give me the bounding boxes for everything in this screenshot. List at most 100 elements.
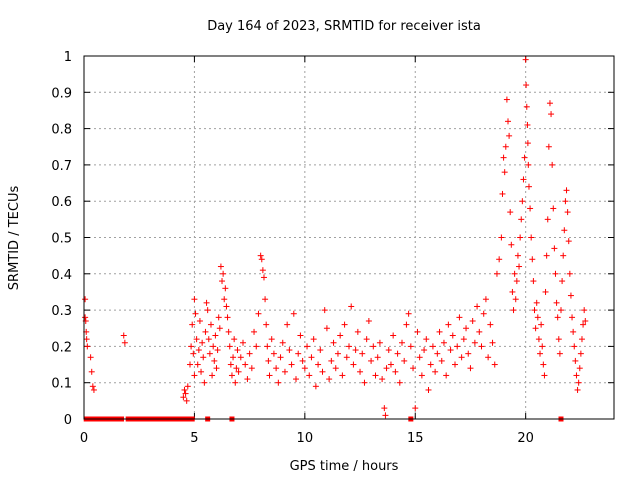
data-point	[180, 394, 187, 401]
data-point	[194, 361, 201, 368]
data-point	[379, 376, 386, 383]
x-tick-label: 15	[407, 431, 424, 446]
data-point	[359, 350, 366, 357]
data-point	[493, 270, 500, 277]
data-point	[465, 350, 472, 357]
data-point	[519, 198, 526, 205]
data-point	[548, 111, 555, 118]
data-point	[246, 350, 253, 357]
data-point	[293, 376, 299, 383]
data-point	[260, 274, 267, 281]
data-point	[476, 328, 483, 335]
y-tick-label: 0.7	[51, 159, 72, 174]
data-point	[240, 339, 246, 346]
data-point	[491, 361, 498, 368]
data-point	[533, 299, 540, 306]
data-point	[577, 350, 584, 357]
data-point	[569, 314, 576, 321]
data-point	[306, 372, 313, 379]
data-point	[381, 405, 388, 412]
data-point	[232, 379, 239, 386]
data-point	[565, 238, 572, 245]
data-point	[537, 350, 544, 357]
data-point	[522, 56, 529, 63]
data-point	[553, 299, 560, 306]
data-point	[387, 361, 394, 368]
data-point	[217, 263, 224, 270]
data-point	[558, 307, 564, 314]
data-point	[195, 347, 202, 354]
x-tick-label: 5	[190, 431, 198, 446]
data-point	[205, 336, 212, 343]
data-point	[509, 288, 516, 295]
data-point	[334, 350, 341, 357]
data-point	[471, 339, 478, 346]
data-point	[555, 336, 562, 343]
data-point	[301, 365, 308, 372]
data-point	[410, 365, 417, 372]
data-point	[357, 368, 364, 375]
data-point	[512, 296, 519, 303]
data-point	[480, 310, 487, 317]
data-point	[541, 372, 548, 379]
data-point	[317, 347, 324, 354]
data-point	[90, 386, 97, 393]
data-point	[498, 234, 505, 241]
data-point	[181, 386, 188, 393]
data-point	[572, 357, 579, 364]
data-point	[339, 372, 346, 379]
data-point	[394, 350, 401, 357]
data-point	[434, 350, 441, 357]
data-point	[407, 343, 414, 350]
data-point	[231, 336, 238, 343]
data-point	[284, 321, 291, 328]
data-point	[297, 332, 304, 339]
data-point	[216, 325, 223, 332]
data-point	[427, 361, 434, 368]
data-point	[288, 361, 295, 368]
data-point	[215, 314, 222, 321]
data-point	[251, 328, 258, 335]
data-point	[376, 339, 383, 346]
data-point	[183, 397, 190, 404]
data-point	[423, 336, 430, 343]
y-axis-label: SRMTID / TECUs	[7, 186, 22, 291]
data-point	[506, 132, 513, 139]
data-point	[551, 245, 558, 252]
data-point	[514, 252, 521, 259]
data-point	[390, 332, 397, 339]
data-point	[191, 296, 198, 303]
data-point	[520, 176, 527, 183]
data-point	[370, 343, 377, 350]
data-point	[447, 347, 454, 354]
data-point	[214, 347, 221, 354]
data-point	[405, 310, 412, 317]
data-point	[255, 310, 262, 317]
data-point	[182, 390, 189, 397]
data-point	[443, 372, 450, 379]
chart-title: Day 164 of 2023, SRMTID for receiver ist…	[207, 19, 481, 34]
data-point	[532, 325, 539, 332]
data-point	[499, 190, 506, 197]
data-point	[199, 339, 206, 346]
data-point	[452, 361, 458, 368]
y-tick-label: 0.3	[51, 304, 72, 319]
data-point	[550, 205, 557, 212]
data-point	[576, 365, 583, 372]
data-point	[235, 368, 242, 375]
data-point	[337, 332, 344, 339]
data-point	[478, 343, 485, 350]
data-point	[237, 354, 244, 361]
y-tick-label: 0.5	[51, 232, 72, 247]
data-point	[188, 343, 195, 350]
data-point	[562, 198, 569, 205]
data-point	[315, 361, 322, 368]
data-point	[549, 161, 556, 168]
x-tick-label: 0	[80, 431, 88, 446]
data-point	[361, 379, 368, 386]
data-point	[500, 154, 507, 161]
data-point	[279, 339, 286, 346]
data-point	[213, 365, 220, 372]
data-point	[458, 354, 465, 361]
